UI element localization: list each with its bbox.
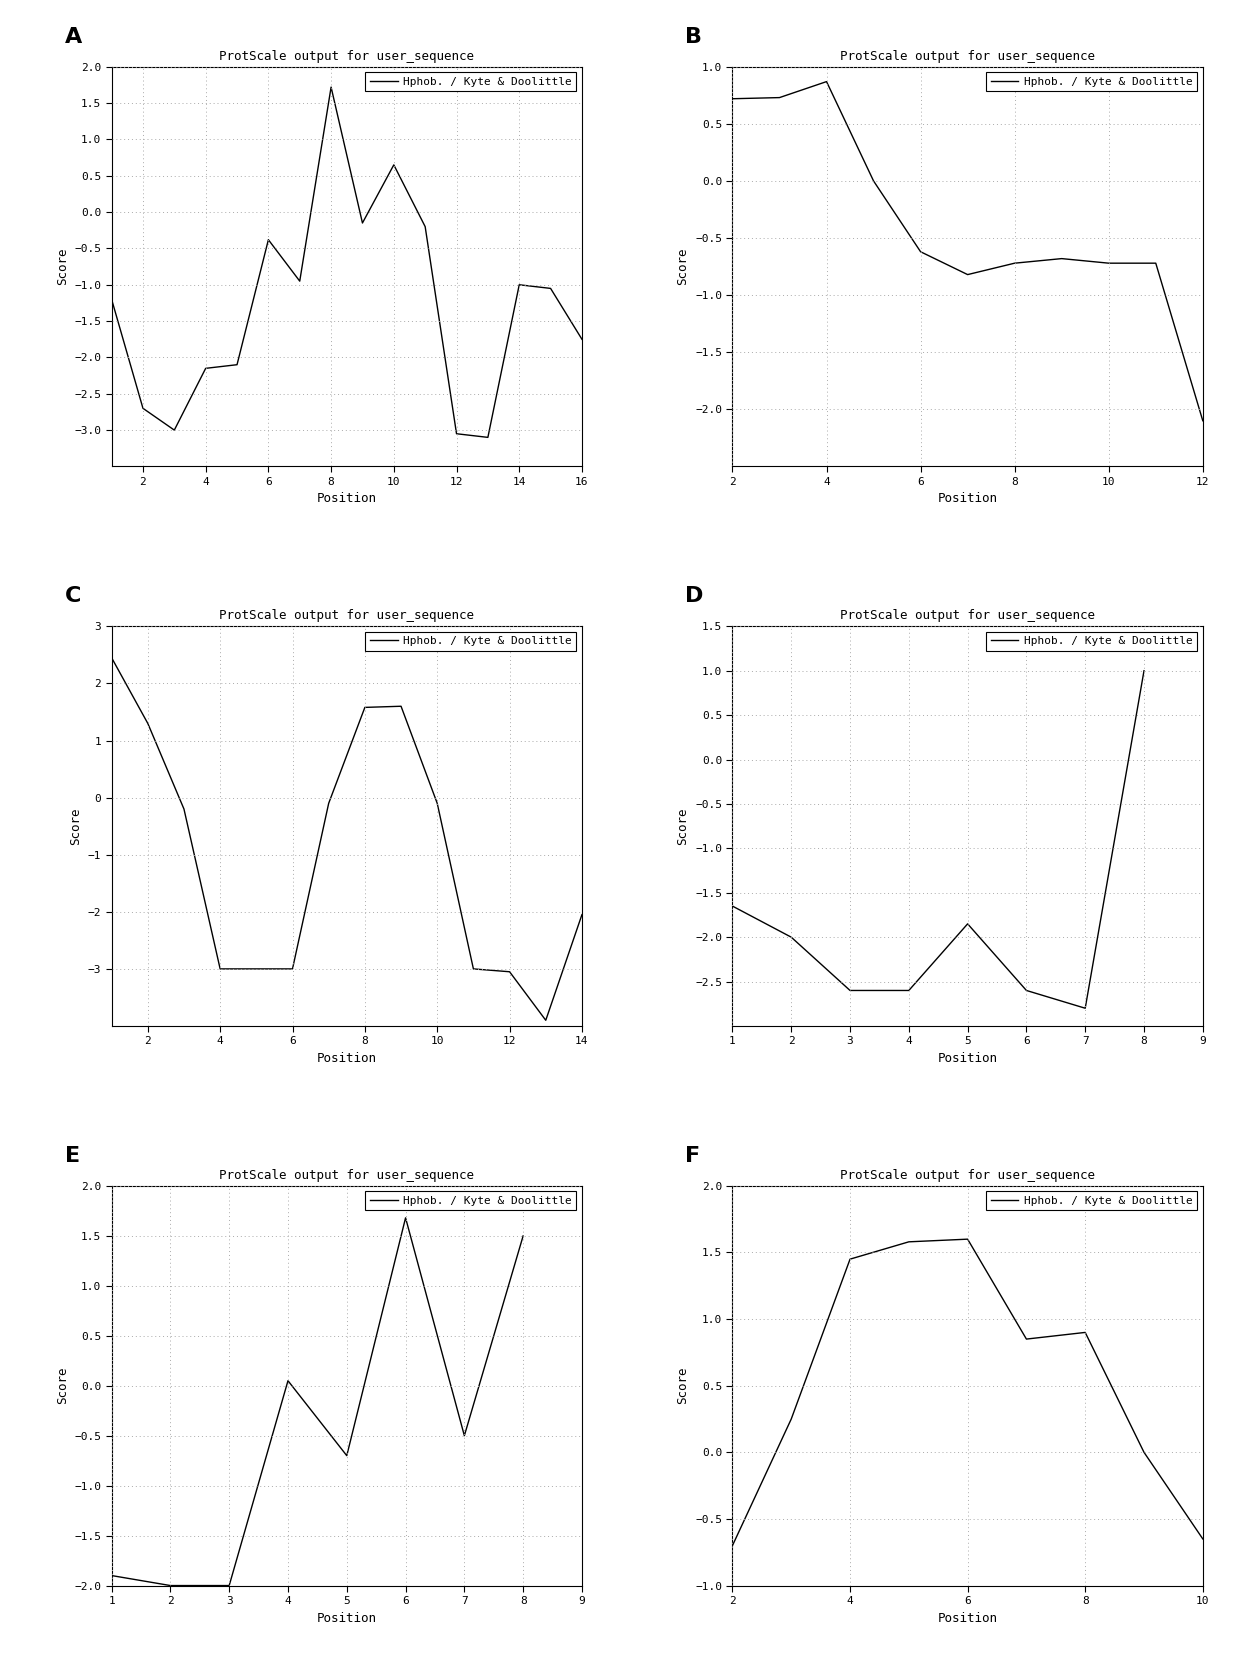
X-axis label: Position: Position: [316, 1051, 377, 1065]
Y-axis label: Score: Score: [677, 1367, 689, 1404]
Text: D: D: [686, 586, 704, 606]
Legend: Hphob. / Kyte & Doolittle: Hphob. / Kyte & Doolittle: [986, 633, 1198, 651]
X-axis label: Position: Position: [937, 1051, 998, 1065]
Legend: Hphob. / Kyte & Doolittle: Hphob. / Kyte & Doolittle: [366, 1192, 577, 1210]
X-axis label: Position: Position: [937, 492, 998, 506]
Y-axis label: Score: Score: [677, 249, 689, 285]
Text: F: F: [686, 1147, 701, 1167]
Title: ProtScale output for user_sequence: ProtScale output for user_sequence: [841, 50, 1095, 63]
Y-axis label: Score: Score: [56, 249, 68, 285]
Text: B: B: [686, 27, 702, 47]
Legend: Hphob. / Kyte & Doolittle: Hphob. / Kyte & Doolittle: [366, 72, 577, 92]
Y-axis label: Score: Score: [677, 808, 689, 845]
X-axis label: Position: Position: [316, 1612, 377, 1624]
Title: ProtScale output for user_sequence: ProtScale output for user_sequence: [219, 50, 474, 63]
Title: ProtScale output for user_sequence: ProtScale output for user_sequence: [219, 609, 474, 623]
Title: ProtScale output for user_sequence: ProtScale output for user_sequence: [219, 1168, 474, 1182]
X-axis label: Position: Position: [937, 1612, 998, 1624]
Text: A: A: [64, 27, 82, 47]
X-axis label: Position: Position: [316, 492, 377, 506]
Legend: Hphob. / Kyte & Doolittle: Hphob. / Kyte & Doolittle: [366, 633, 577, 651]
Text: E: E: [64, 1147, 79, 1167]
Legend: Hphob. / Kyte & Doolittle: Hphob. / Kyte & Doolittle: [986, 1192, 1198, 1210]
Title: ProtScale output for user_sequence: ProtScale output for user_sequence: [841, 1168, 1095, 1182]
Title: ProtScale output for user_sequence: ProtScale output for user_sequence: [841, 609, 1095, 623]
Legend: Hphob. / Kyte & Doolittle: Hphob. / Kyte & Doolittle: [986, 72, 1198, 92]
Y-axis label: Score: Score: [69, 808, 82, 845]
Text: C: C: [64, 586, 81, 606]
Y-axis label: Score: Score: [56, 1367, 68, 1404]
